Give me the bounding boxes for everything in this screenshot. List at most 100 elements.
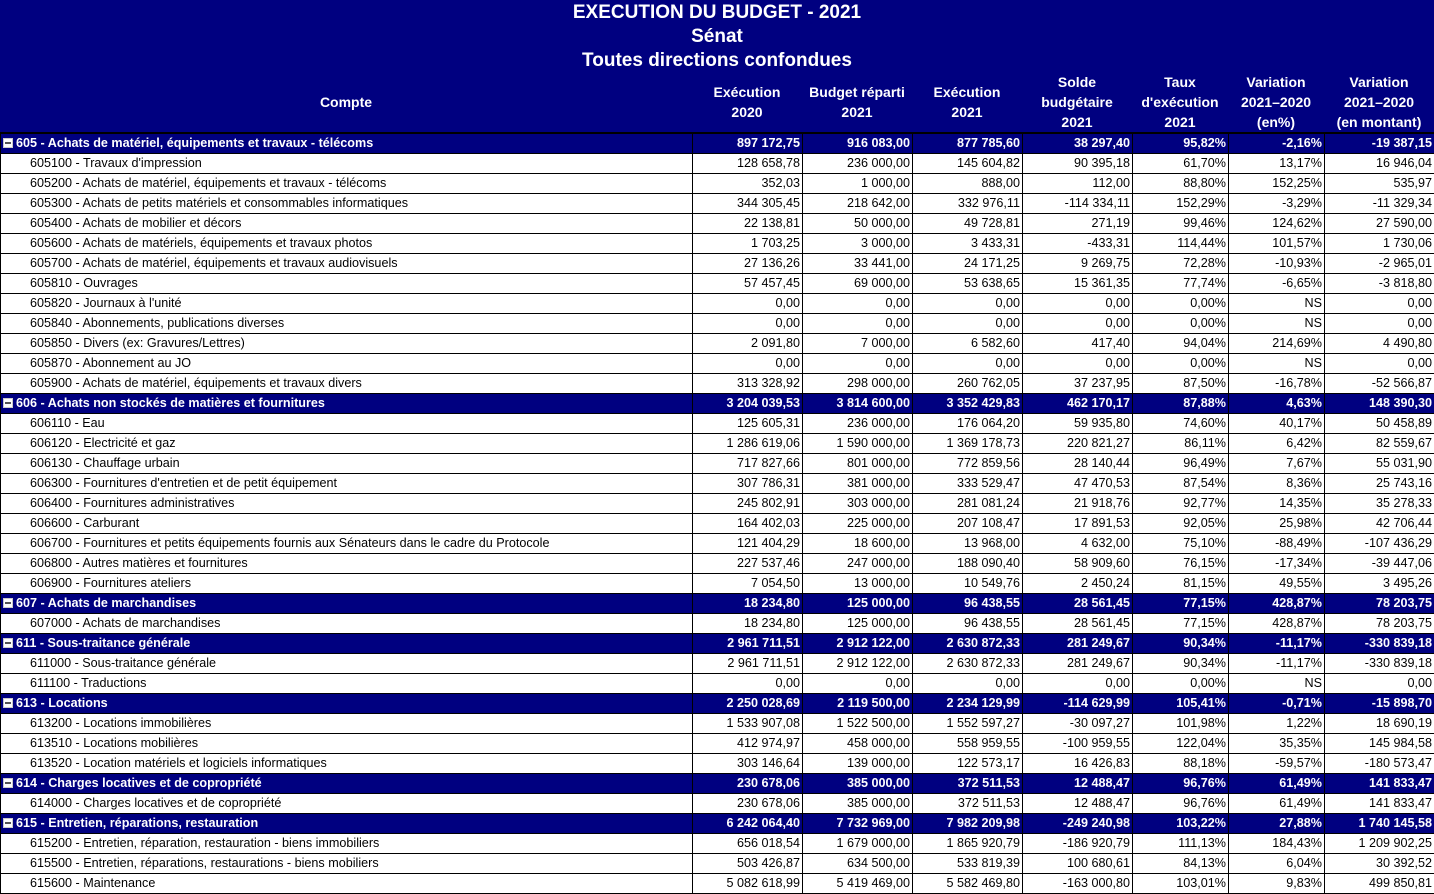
variation-pct-cell: 428,87% <box>1229 614 1325 634</box>
variation-pct-cell: 61,49% <box>1229 774 1325 794</box>
solde-cell: 15 361,35 <box>1023 274 1133 294</box>
taux-cell: 77,15% <box>1133 614 1229 634</box>
variation-amount-cell: -180 573,47 <box>1325 754 1434 774</box>
variation-pct-cell: 6,04% <box>1229 854 1325 874</box>
collapse-icon[interactable] <box>3 698 13 708</box>
variation-amount-cell: 82 559,67 <box>1325 434 1434 454</box>
execution-2020-cell: 2 961 711,51 <box>693 634 803 654</box>
solde-cell: 100 680,61 <box>1023 854 1133 874</box>
execution-2021-cell: 188 090,40 <box>913 554 1023 574</box>
budget-2021-cell: 0,00 <box>803 294 913 314</box>
collapse-icon[interactable] <box>3 778 13 788</box>
execution-2020-cell: 245 802,91 <box>693 494 803 514</box>
account-cell: 607000 - Achats de marchandises <box>1 614 693 634</box>
solde-cell: 28 140,44 <box>1023 454 1133 474</box>
account-cell: 611100 - Traductions <box>1 674 693 694</box>
variation-pct-cell: 214,69% <box>1229 334 1325 354</box>
execution-2020-cell: 2 091,80 <box>693 334 803 354</box>
variation-pct-cell: 25,98% <box>1229 514 1325 534</box>
solde-cell: 281 249,67 <box>1023 654 1133 674</box>
account-label: 606600 - Carburant <box>30 516 139 530</box>
variation-pct-cell: -10,93% <box>1229 254 1325 274</box>
taux-cell: 77,15% <box>1133 594 1229 614</box>
account-label: 611000 - Sous-traitance générale <box>30 656 216 670</box>
execution-2021-cell: 13 968,00 <box>913 534 1023 554</box>
account-label: 606 - Achats non stockés de matières et … <box>16 396 325 410</box>
account-cell: 606900 - Fournitures ateliers <box>1 574 693 594</box>
group-row: 606 - Achats non stockés de matières et … <box>1 394 1434 414</box>
variation-pct-cell: 35,35% <box>1229 734 1325 754</box>
execution-2021-cell: 24 171,25 <box>913 254 1023 274</box>
variation-pct-cell: NS <box>1229 314 1325 334</box>
taux-cell: 94,04% <box>1133 334 1229 354</box>
variation-amount-cell: 4 490,80 <box>1325 334 1434 354</box>
budget-2021-cell: 0,00 <box>803 354 913 374</box>
taux-cell: 81,15% <box>1133 574 1229 594</box>
account-cell: 615600 - Maintenance <box>1 874 693 894</box>
execution-2020-cell: 2 961 711,51 <box>693 654 803 674</box>
column-header-solde: Solde budgétaire 2021 <box>1022 72 1132 132</box>
account-label: 605300 - Achats de petits matériels et c… <box>30 196 408 210</box>
execution-2020-cell: 352,03 <box>693 174 803 194</box>
account-label: 605900 - Achats de matériel, équipements… <box>30 376 362 390</box>
execution-2020-cell: 0,00 <box>693 294 803 314</box>
budget-2021-cell: 1 590 000,00 <box>803 434 913 454</box>
collapse-icon[interactable] <box>3 398 13 408</box>
variation-amount-cell: 145 984,58 <box>1325 734 1434 754</box>
collapse-icon[interactable] <box>3 638 13 648</box>
solde-cell: 220 821,27 <box>1023 434 1133 454</box>
variation-amount-cell: 0,00 <box>1325 294 1434 314</box>
budget-2021-cell: 385 000,00 <box>803 794 913 814</box>
execution-2021-cell: 10 549,76 <box>913 574 1023 594</box>
budget-2021-cell: 13 000,00 <box>803 574 913 594</box>
solde-cell: 0,00 <box>1023 354 1133 374</box>
variation-amount-cell: 16 946,04 <box>1325 154 1434 174</box>
variation-amount-cell: -15 898,70 <box>1325 694 1434 714</box>
solde-cell: -100 959,55 <box>1023 734 1133 754</box>
collapse-icon[interactable] <box>3 598 13 608</box>
variation-pct-cell: -59,57% <box>1229 754 1325 774</box>
account-cell: 605400 - Achats de mobilier et décors <box>1 214 693 234</box>
variation-amount-cell: 18 690,19 <box>1325 714 1434 734</box>
column-header-compte: Compte <box>0 72 692 132</box>
execution-2021-cell: 7 982 209,98 <box>913 814 1023 834</box>
variation-amount-cell: 42 706,44 <box>1325 514 1434 534</box>
variation-pct-cell: 152,25% <box>1229 174 1325 194</box>
budget-2021-cell: 298 000,00 <box>803 374 913 394</box>
account-cell: 606800 - Autres matières et fournitures <box>1 554 693 574</box>
taux-cell: 76,15% <box>1133 554 1229 574</box>
budget-2021-cell: 3 000,00 <box>803 234 913 254</box>
execution-2020-cell: 412 974,97 <box>693 734 803 754</box>
taux-cell: 75,10% <box>1133 534 1229 554</box>
budget-2021-cell: 50 000,00 <box>803 214 913 234</box>
account-cell: 613 - Locations <box>1 694 693 714</box>
collapse-icon[interactable] <box>3 818 13 828</box>
variation-amount-cell: -39 447,06 <box>1325 554 1434 574</box>
account-cell: 611000 - Sous-traitance générale <box>1 654 693 674</box>
budget-2021-cell: 218 642,00 <box>803 194 913 214</box>
budget-2021-cell: 7 732 969,00 <box>803 814 913 834</box>
execution-2021-cell: 877 785,60 <box>913 134 1023 154</box>
account-label: 606130 - Chauffage urbain <box>30 456 180 470</box>
execution-2021-cell: 2 630 872,33 <box>913 654 1023 674</box>
taux-cell: 103,01% <box>1133 874 1229 894</box>
budget-2021-cell: 125 000,00 <box>803 594 913 614</box>
budget-2021-cell: 225 000,00 <box>803 514 913 534</box>
group-row: 605 - Achats de matériel, équipements et… <box>1 134 1434 154</box>
collapse-icon[interactable] <box>3 138 13 148</box>
variation-pct-cell: -3,29% <box>1229 194 1325 214</box>
execution-2020-cell: 1 533 907,08 <box>693 714 803 734</box>
solde-cell: 9 269,75 <box>1023 254 1133 274</box>
taux-cell: 95,82% <box>1133 134 1229 154</box>
table-row: 615200 - Entretien, réparation, restaura… <box>1 834 1434 854</box>
taux-cell: 87,54% <box>1133 474 1229 494</box>
budget-2021-cell: 916 083,00 <box>803 134 913 154</box>
taux-cell: 72,28% <box>1133 254 1229 274</box>
solde-cell: 90 395,18 <box>1023 154 1133 174</box>
variation-pct-cell: -11,17% <box>1229 634 1325 654</box>
taux-cell: 74,60% <box>1133 414 1229 434</box>
variation-amount-cell: -330 839,18 <box>1325 654 1434 674</box>
taux-cell: 101,98% <box>1133 714 1229 734</box>
